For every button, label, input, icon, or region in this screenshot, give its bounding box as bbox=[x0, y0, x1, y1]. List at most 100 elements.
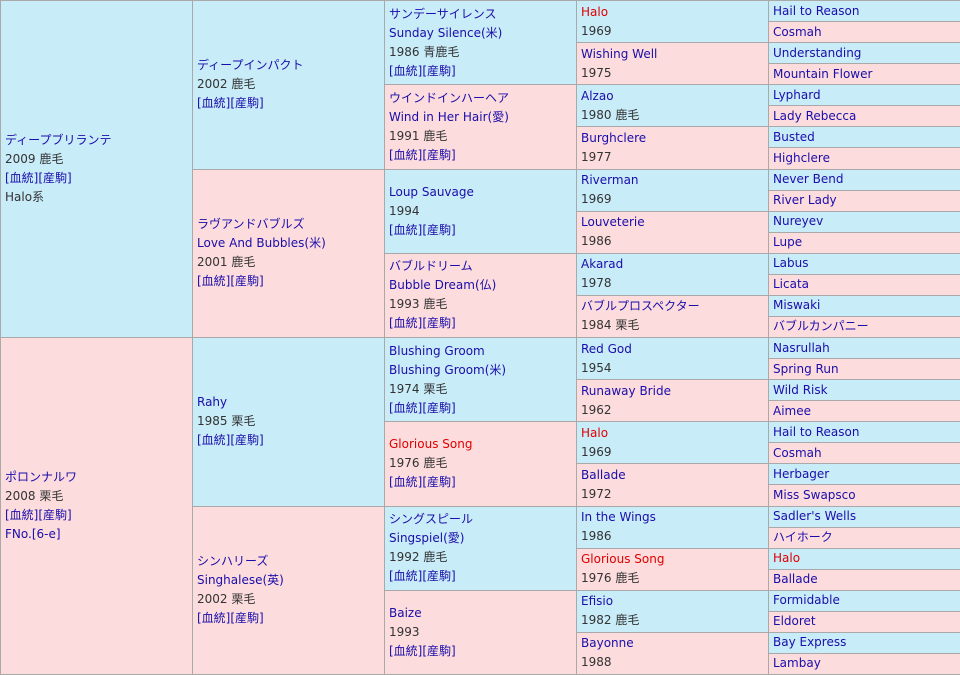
horse-name-link[interactable]: Ballade bbox=[581, 466, 768, 485]
horse-name-link[interactable]: Highclere bbox=[773, 149, 960, 168]
horse-foreign-name[interactable]: Sunday Silence(米) bbox=[389, 24, 576, 43]
horse-name-link[interactable]: Hail to Reason bbox=[773, 423, 960, 442]
pedigree-links[interactable]: [血統][産駒] bbox=[389, 473, 576, 492]
horse-meta: 1992 鹿毛 bbox=[389, 548, 576, 567]
pedigree-links[interactable]: [血統][産駒] bbox=[197, 609, 384, 628]
horse-cell-gen5: Busted bbox=[769, 127, 960, 148]
horse-name-link[interactable]: Lambay bbox=[773, 654, 960, 673]
horse-cell-gen5: バブルカンパニー bbox=[769, 316, 960, 337]
pedigree-links[interactable]: [血統][産駒] bbox=[389, 146, 576, 165]
horse-name-link[interactable]: Nureyev bbox=[773, 212, 960, 231]
horse-name-link[interactable]: Halo bbox=[773, 549, 960, 568]
horse-extra[interactable]: FNo.[6-e] bbox=[5, 525, 192, 544]
horse-name-link[interactable]: シングスピール bbox=[389, 510, 576, 529]
horse-name-link[interactable]: Herbager bbox=[773, 465, 960, 484]
horse-name-link[interactable]: ハイホーク bbox=[773, 528, 960, 547]
horse-name-link[interactable]: Baize bbox=[389, 604, 576, 623]
horse-name-link[interactable]: Bay Express bbox=[773, 633, 960, 652]
horse-name-link[interactable]: Lyphard bbox=[773, 86, 960, 105]
pedigree-links[interactable]: [血統][産駒] bbox=[197, 431, 384, 450]
horse-name-link[interactable]: Lupe bbox=[773, 233, 960, 252]
horse-foreign-name[interactable]: Love And Bubbles(米) bbox=[197, 234, 384, 253]
horse-name-link[interactable]: Wishing Well bbox=[581, 45, 768, 64]
horse-name-link[interactable]: Aimee bbox=[773, 402, 960, 421]
pedigree-links[interactable]: [血統][産駒] bbox=[389, 642, 576, 661]
horse-name-link[interactable]: Ballade bbox=[773, 570, 960, 589]
horse-meta: 1988 bbox=[581, 653, 768, 672]
horse-name-link[interactable]: River Lady bbox=[773, 191, 960, 210]
horse-name-link[interactable]: Bayonne bbox=[581, 634, 768, 653]
horse-name-link[interactable]: Lady Rebecca bbox=[773, 107, 960, 126]
horse-name-link[interactable]: Nasrullah bbox=[773, 339, 960, 358]
horse-name-link[interactable]: バブルカンパニー bbox=[773, 317, 960, 336]
horse-name-link[interactable]: Halo bbox=[581, 424, 768, 443]
horse-foreign-name[interactable]: Singspiel(愛) bbox=[389, 529, 576, 548]
pedigree-links[interactable]: [血統][産駒] bbox=[389, 62, 576, 81]
horse-name-link[interactable]: Spring Run bbox=[773, 360, 960, 379]
horse-name-link[interactable]: Riverman bbox=[581, 171, 768, 190]
pedigree-links[interactable]: [血統][産駒] bbox=[5, 506, 192, 525]
horse-name-link[interactable]: ラヴアンドバブルズ bbox=[197, 215, 384, 234]
horse-name-link[interactable]: ウインドインハーヘア bbox=[389, 89, 576, 108]
horse-name-link[interactable]: Halo bbox=[581, 3, 768, 22]
horse-name-link[interactable]: In the Wings bbox=[581, 508, 768, 527]
horse-name-link[interactable]: Runaway Bride bbox=[581, 382, 768, 401]
horse-name-link[interactable]: Cosmah bbox=[773, 23, 960, 42]
horse-meta: 2002 鹿毛 bbox=[197, 75, 384, 94]
horse-name-link[interactable]: Burghclere bbox=[581, 129, 768, 148]
horse-name-link[interactable]: Wild Risk bbox=[773, 381, 960, 400]
horse-name-link[interactable]: バブルプロスペクター bbox=[581, 297, 768, 316]
horse-name-link[interactable]: ディープブリランテ bbox=[5, 131, 192, 150]
horse-cell-gen5: River Lady bbox=[769, 190, 960, 211]
horse-name-link[interactable]: Blushing Groom bbox=[389, 342, 576, 361]
horse-name-link[interactable]: Glorious Song bbox=[581, 550, 768, 569]
horse-cell-gen5: Understanding bbox=[769, 43, 960, 64]
pedigree-links[interactable]: [血統][産駒] bbox=[389, 567, 576, 586]
horse-name-link[interactable]: Efisio bbox=[581, 592, 768, 611]
horse-name-link[interactable]: Rahy bbox=[197, 393, 384, 412]
horse-name-link[interactable]: Sadler's Wells bbox=[773, 507, 960, 526]
pedigree-links[interactable]: [血統][産駒] bbox=[389, 221, 576, 240]
horse-foreign-name[interactable]: Bubble Dream(仏) bbox=[389, 276, 576, 295]
horse-name-link[interactable]: シンハリーズ bbox=[197, 552, 384, 571]
horse-name-link[interactable]: Cosmah bbox=[773, 444, 960, 463]
horse-cell-gen5: Lambay bbox=[769, 653, 960, 674]
pedigree-links[interactable]: [血統][産駒] bbox=[5, 169, 192, 188]
horse-name-link[interactable]: Red God bbox=[581, 340, 768, 359]
pedigree-links[interactable]: [血統][産駒] bbox=[197, 272, 384, 291]
horse-name-link[interactable]: Louveterie bbox=[581, 213, 768, 232]
horse-name-link[interactable]: Eldoret bbox=[773, 612, 960, 631]
horse-name-link[interactable]: サンデーサイレンス bbox=[389, 5, 576, 24]
horse-name-link[interactable]: Labus bbox=[773, 254, 960, 273]
horse-name-link[interactable]: Mountain Flower bbox=[773, 65, 960, 84]
horse-foreign-name[interactable]: Wind in Her Hair(愛) bbox=[389, 108, 576, 127]
horse-name-link[interactable]: Loup Sauvage bbox=[389, 183, 576, 202]
horse-name-link[interactable]: Hail to Reason bbox=[773, 2, 960, 21]
horse-name-link[interactable]: Busted bbox=[773, 128, 960, 147]
horse-foreign-name[interactable]: Singhalese(英) bbox=[197, 571, 384, 590]
horse-extra: Halo系 bbox=[5, 188, 192, 207]
horse-foreign-name[interactable]: Blushing Groom(米) bbox=[389, 361, 576, 380]
horse-name-link[interactable]: Never Bend bbox=[773, 170, 960, 189]
horse-name-link[interactable]: Akarad bbox=[581, 255, 768, 274]
pedigree-links[interactable]: [血統][産駒] bbox=[389, 314, 576, 333]
pedigree-links[interactable]: [血統][産駒] bbox=[389, 399, 576, 418]
horse-name-link[interactable]: Licata bbox=[773, 275, 960, 294]
horse-name-link[interactable]: ディープインパクト bbox=[197, 56, 384, 75]
horse-name-link[interactable]: Miss Swapsco bbox=[773, 486, 960, 505]
pedigree-links[interactable]: [血統][産駒] bbox=[197, 94, 384, 113]
horse-name-link[interactable]: Understanding bbox=[773, 44, 960, 63]
horse-name-link[interactable]: Formidable bbox=[773, 591, 960, 610]
horse-name-link[interactable]: Alzao bbox=[581, 87, 768, 106]
horse-name-link[interactable]: バブルドリーム bbox=[389, 257, 576, 276]
horse-name-link[interactable]: ポロンナルワ bbox=[5, 468, 192, 487]
horse-name-link[interactable]: Miswaki bbox=[773, 296, 960, 315]
horse-name-link[interactable]: Glorious Song bbox=[389, 435, 576, 454]
